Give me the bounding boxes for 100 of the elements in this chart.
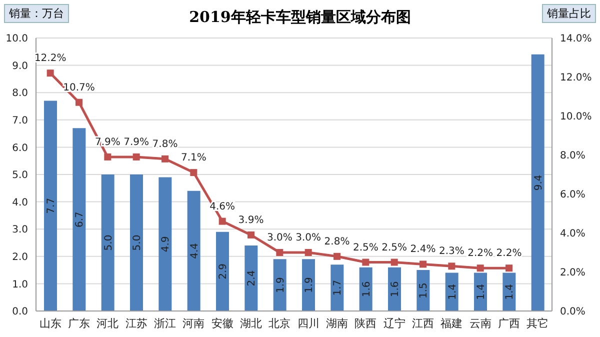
x-tick-label: 福建 (440, 316, 463, 330)
y-tick-label: 4.0 (12, 197, 28, 208)
bar (72, 128, 86, 311)
bar (531, 54, 544, 311)
bar (330, 264, 344, 311)
y-tick-label: 2.0 (12, 252, 28, 263)
point (46, 70, 54, 77)
bar (101, 174, 114, 311)
data-label: 2.8% (324, 236, 350, 248)
data-label: 3.0% (266, 232, 292, 244)
point (276, 249, 284, 256)
x-tick-label: 云南 (469, 316, 492, 330)
y2-tick-label: 10.0% (560, 112, 592, 123)
y2-axis-title: 销量占比 (542, 4, 596, 23)
x-tick-label: 广东 (68, 316, 90, 330)
data-label: 3.0% (296, 232, 322, 244)
data-label: 1.6 (390, 281, 402, 298)
point (390, 258, 398, 266)
x-tick-label: 山东 (39, 316, 62, 330)
point (420, 260, 426, 268)
data-label: 12.2% (34, 53, 66, 64)
point (190, 169, 198, 176)
bar (187, 190, 200, 311)
point (132, 153, 140, 160)
data-label: 1.4 (504, 284, 516, 300)
y2-tick-label: 0.0% (560, 306, 586, 318)
x-tick-label: 河南 (182, 316, 205, 330)
y-tick-label: 5.0 (12, 170, 28, 182)
x-tick-label: 其它 (526, 316, 549, 330)
data-label: 1.4 (447, 284, 458, 300)
data-label: 4.9 (160, 236, 172, 252)
data-label: 2.5% (352, 242, 378, 254)
x-tick-label: 浙江 (154, 316, 176, 330)
data-label: 2.2% (468, 248, 494, 260)
bar (416, 270, 430, 311)
y2-tick-label: 8.0% (560, 150, 586, 162)
x-tick-label: 河北 (96, 316, 119, 330)
data-label: 7.7 (46, 198, 58, 214)
data-label: 7.1% (180, 152, 206, 164)
data-label: 1.9 (275, 277, 286, 294)
bar (244, 245, 258, 311)
bar (273, 259, 286, 311)
data-label: 1.4 (476, 284, 488, 300)
data-label: 2.4% (410, 244, 436, 256)
point (162, 155, 168, 162)
y2-tick-label: 2.0% (560, 268, 586, 279)
y-tick-label: 6.0 (12, 142, 28, 154)
bar (302, 259, 315, 311)
bar (502, 272, 516, 311)
data-label: 7.8% (152, 138, 178, 150)
x-tick-label: 江西 (412, 316, 434, 330)
data-label: 2.2% (496, 248, 522, 260)
point (104, 153, 112, 160)
y-tick-label: 1.0 (12, 279, 28, 290)
bar (445, 272, 458, 311)
x-tick-label: 陕西 (354, 316, 377, 330)
y-tick-label: 0.0 (12, 306, 28, 318)
data-label: 2.3% (438, 246, 464, 258)
y2-tick-label: 6.0% (560, 190, 586, 201)
point (476, 264, 484, 272)
data-label: 2.5% (382, 242, 408, 254)
x-tick-label: 安徽 (211, 316, 234, 330)
point (76, 98, 82, 106)
data-label: 6.7 (74, 212, 86, 228)
bar (130, 174, 143, 311)
y-tick-label: 8.0 (12, 88, 28, 100)
point (304, 249, 312, 256)
data-label: 4.4 (189, 242, 200, 259)
data-label: 5.0 (103, 234, 114, 251)
x-tick-label: 辽宁 (383, 316, 406, 330)
y2-tick-label: 14.0% (560, 34, 592, 45)
data-label: 1.9 (304, 277, 316, 294)
x-tick-label: 北京 (268, 316, 291, 330)
data-label: 1.7 (332, 280, 344, 296)
x-tick-label: 广西 (498, 316, 520, 330)
data-label: 3.9% (238, 214, 264, 226)
bar (359, 267, 372, 311)
y-tick-label: 9.0 (12, 60, 28, 72)
bar (216, 232, 229, 311)
bar (44, 100, 57, 311)
data-label: 1.6 (361, 281, 372, 298)
x-tick-label: 湖北 (240, 316, 262, 330)
x-tick-label: 江苏 (125, 316, 148, 330)
data-label: 2.4 (246, 270, 258, 286)
y2-tick-label: 4.0% (560, 228, 586, 240)
data-label: 2.9 (218, 263, 230, 280)
point (506, 264, 512, 272)
point (362, 258, 370, 266)
point (448, 262, 456, 270)
data-label: 1.5 (418, 282, 430, 298)
bar (388, 267, 401, 311)
y2-tick-label: 12.0% (560, 72, 592, 84)
y-axis-title: 销量：万台 (4, 4, 69, 23)
y-tick-label: 7.0 (12, 115, 28, 126)
data-label: 9.4 (533, 174, 544, 191)
x-tick-label: 四川 (297, 316, 320, 330)
y-tick-label: 3.0 (12, 224, 28, 236)
point (334, 252, 340, 260)
bar (158, 177, 172, 311)
chart-title: 2019年轻卡车型销量区域分布图 (189, 8, 411, 26)
